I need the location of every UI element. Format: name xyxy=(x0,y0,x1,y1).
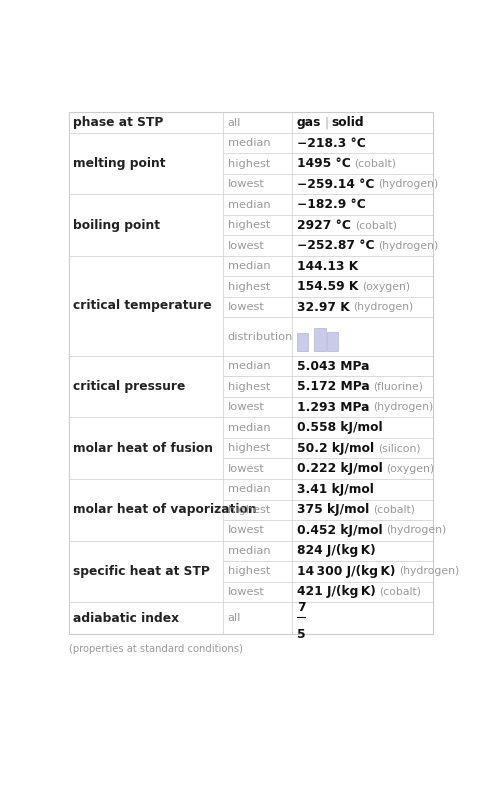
Text: (cobalt): (cobalt) xyxy=(372,504,414,515)
Text: median: median xyxy=(227,362,270,371)
Text: (hydrogen): (hydrogen) xyxy=(398,567,458,576)
Text: 1495 °C: 1495 °C xyxy=(296,157,350,170)
Text: 5.172 MPa: 5.172 MPa xyxy=(296,380,369,393)
Text: 32.97 K: 32.97 K xyxy=(296,301,349,314)
Text: 421 J/(kg K): 421 J/(kg K) xyxy=(296,585,375,598)
Text: 0.558 kJ/mol: 0.558 kJ/mol xyxy=(296,421,382,434)
Text: lowest: lowest xyxy=(227,525,264,535)
Text: 1.293 MPa: 1.293 MPa xyxy=(296,401,369,414)
Text: (cobalt): (cobalt) xyxy=(354,220,396,230)
Text: −218.3 °C: −218.3 °C xyxy=(296,136,365,149)
Text: 154.59 K: 154.59 K xyxy=(296,280,358,293)
Text: 375 kJ/mol: 375 kJ/mol xyxy=(296,504,368,516)
Text: highest: highest xyxy=(227,382,270,391)
Text: lowest: lowest xyxy=(227,402,264,412)
Text: −252.87 °C: −252.87 °C xyxy=(296,239,374,252)
Text: highest: highest xyxy=(227,159,270,169)
Text: (cobalt): (cobalt) xyxy=(379,587,421,597)
Text: (hydrogen): (hydrogen) xyxy=(377,179,438,189)
Text: median: median xyxy=(227,138,270,148)
Text: (hydrogen): (hydrogen) xyxy=(378,240,438,251)
Text: median: median xyxy=(227,546,270,556)
Text: 3.41 kJ/mol: 3.41 kJ/mol xyxy=(296,483,373,495)
Text: lowest: lowest xyxy=(227,179,264,189)
Text: lowest: lowest xyxy=(227,464,264,474)
Text: −259.14 °C: −259.14 °C xyxy=(296,178,374,190)
Bar xyxy=(326,332,338,351)
Text: 2927 °C: 2927 °C xyxy=(296,219,350,232)
Text: (oxygen): (oxygen) xyxy=(386,464,434,474)
Text: median: median xyxy=(227,423,270,433)
Bar xyxy=(68,112,432,634)
Text: (cobalt): (cobalt) xyxy=(354,159,396,169)
Text: distribution: distribution xyxy=(227,332,293,341)
Text: lowest: lowest xyxy=(227,240,264,251)
Text: all: all xyxy=(227,118,241,128)
Text: 144.13 K: 144.13 K xyxy=(296,260,357,273)
Text: specific heat at STP: specific heat at STP xyxy=(73,565,210,578)
Text: median: median xyxy=(227,484,270,494)
Text: 0.222 kJ/mol: 0.222 kJ/mol xyxy=(296,462,382,475)
Text: (properties at standard conditions): (properties at standard conditions) xyxy=(68,644,242,654)
Text: highest: highest xyxy=(227,443,270,454)
Text: boiling point: boiling point xyxy=(73,219,160,232)
Text: (hydrogen): (hydrogen) xyxy=(386,525,446,535)
Text: median: median xyxy=(227,261,270,271)
Text: (oxygen): (oxygen) xyxy=(361,282,409,291)
Text: molar heat of fusion: molar heat of fusion xyxy=(73,441,213,454)
Text: −182.9 °C: −182.9 °C xyxy=(296,199,365,211)
Text: lowest: lowest xyxy=(227,587,264,597)
Text: critical pressure: critical pressure xyxy=(73,380,185,393)
Text: gas: gas xyxy=(296,116,321,129)
Text: highest: highest xyxy=(227,220,270,230)
Text: highest: highest xyxy=(227,567,270,576)
Text: (silicon): (silicon) xyxy=(377,443,420,454)
Text: all: all xyxy=(227,613,241,623)
Text: 14 300 J/(kg K): 14 300 J/(kg K) xyxy=(296,565,395,578)
Text: highest: highest xyxy=(227,282,270,291)
Text: 5.043 MPa: 5.043 MPa xyxy=(296,360,369,373)
Text: (hydrogen): (hydrogen) xyxy=(372,402,433,412)
Text: (fluorine): (fluorine) xyxy=(373,382,423,391)
Text: 7: 7 xyxy=(296,601,305,614)
Text: highest: highest xyxy=(227,504,270,515)
Text: phase at STP: phase at STP xyxy=(73,116,163,129)
Bar xyxy=(296,333,308,351)
Text: 5: 5 xyxy=(296,628,305,641)
Text: 824 J/(kg K): 824 J/(kg K) xyxy=(296,544,375,558)
Text: molar heat of vaporization: molar heat of vaporization xyxy=(73,504,256,516)
Text: 50.2 kJ/mol: 50.2 kJ/mol xyxy=(296,441,373,454)
Text: melting point: melting point xyxy=(73,157,165,170)
Text: adiabatic index: adiabatic index xyxy=(73,612,179,625)
Text: lowest: lowest xyxy=(227,302,264,312)
Text: (hydrogen): (hydrogen) xyxy=(353,302,413,312)
Text: solid: solid xyxy=(331,116,364,129)
Text: 0.452 kJ/mol: 0.452 kJ/mol xyxy=(296,524,382,537)
Text: median: median xyxy=(227,199,270,210)
Bar xyxy=(314,328,325,351)
Text: |: | xyxy=(324,116,328,129)
Text: critical temperature: critical temperature xyxy=(73,299,212,312)
